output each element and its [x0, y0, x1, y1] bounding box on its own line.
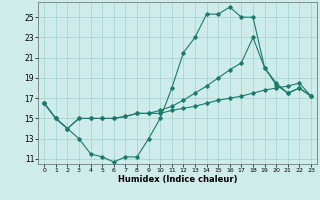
X-axis label: Humidex (Indice chaleur): Humidex (Indice chaleur) [118, 175, 237, 184]
